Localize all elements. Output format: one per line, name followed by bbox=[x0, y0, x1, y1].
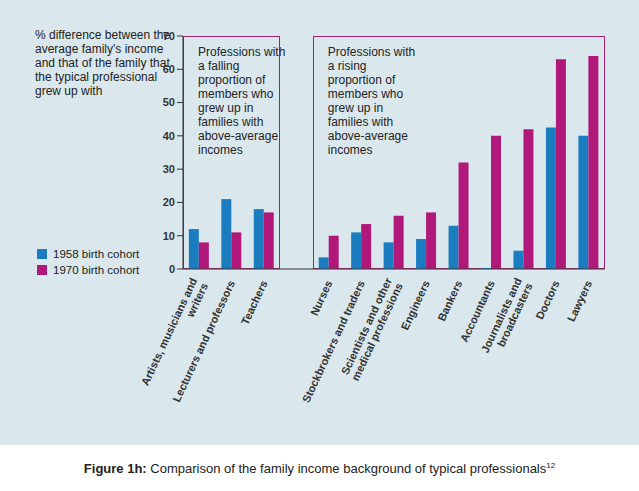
svg-text:50: 50 bbox=[163, 96, 175, 108]
svg-text:Doctors: Doctors bbox=[533, 278, 561, 321]
svg-text:Teachers: Teachers bbox=[239, 278, 270, 326]
svg-text:Lawyers: Lawyers bbox=[565, 278, 594, 323]
svg-text:Nurses: Nurses bbox=[308, 278, 335, 317]
svg-text:Journalists andbroadcasters: Journalists andbroadcasters bbox=[479, 276, 535, 360]
svg-text:10: 10 bbox=[163, 230, 175, 242]
svg-text:30: 30 bbox=[163, 163, 175, 175]
svg-text:0: 0 bbox=[169, 263, 175, 275]
svg-text:70: 70 bbox=[163, 30, 175, 42]
svg-text:60: 60 bbox=[163, 63, 175, 75]
svg-text:Engineers: Engineers bbox=[399, 278, 432, 331]
svg-text:20: 20 bbox=[163, 196, 175, 208]
svg-text:Bankers: Bankers bbox=[435, 278, 464, 322]
svg-text:Lecturers and professors: Lecturers and professors bbox=[170, 278, 237, 403]
svg-text:Scientists and othermedical pr: Scientists and othermedical professions bbox=[338, 275, 405, 382]
svg-text:40: 40 bbox=[163, 130, 175, 142]
